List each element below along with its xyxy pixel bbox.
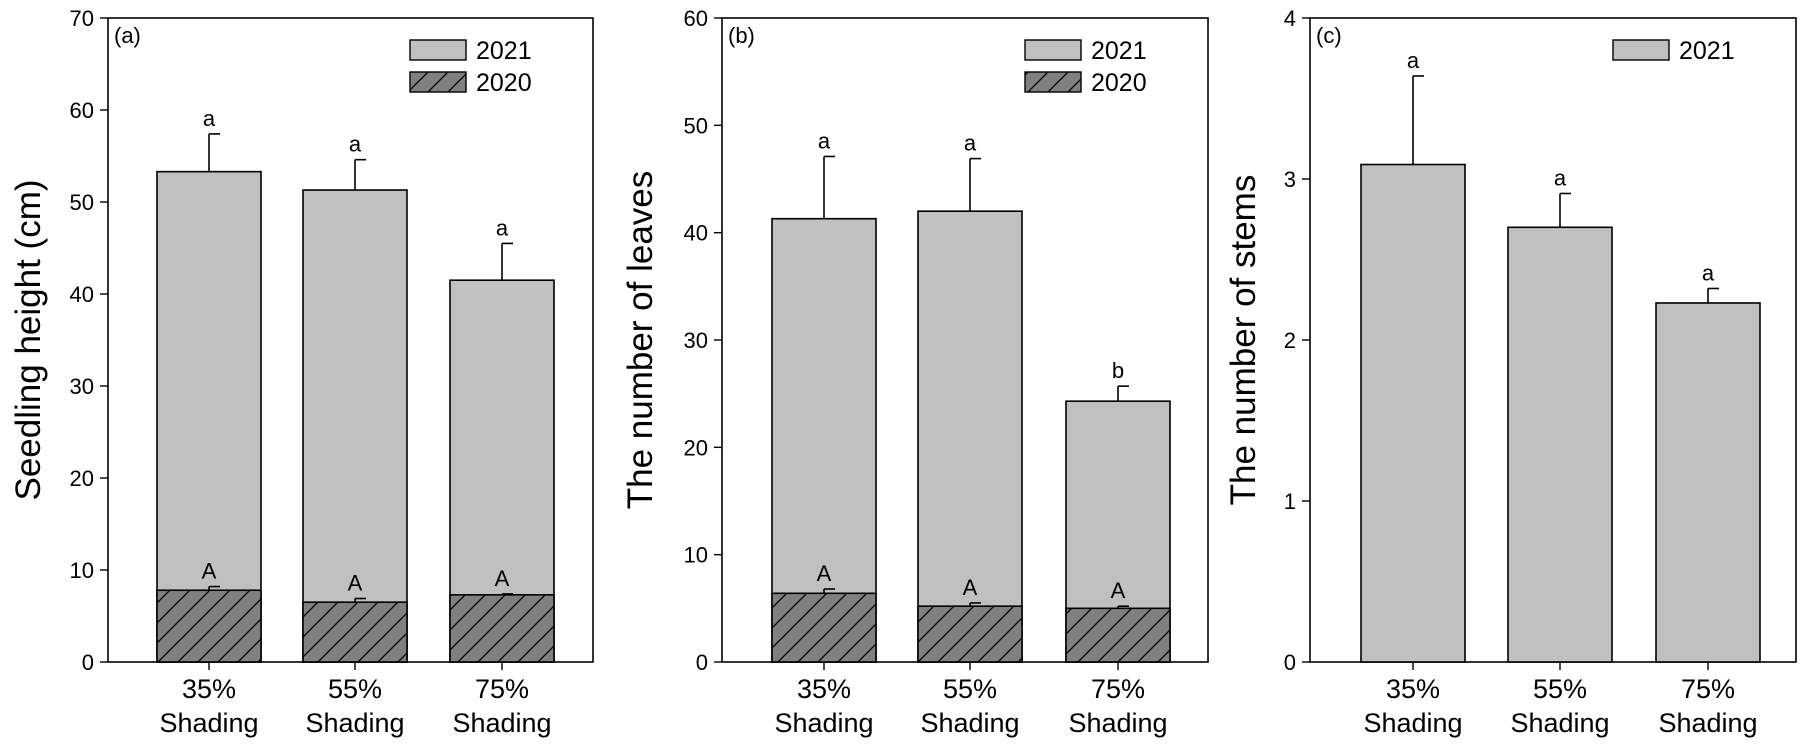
x-tick-label: Shading [1363, 708, 1462, 738]
x-tick-label: Shading [774, 708, 873, 738]
bar-2021 [1507, 226, 1613, 663]
x-tick-label: 75% [1091, 674, 1145, 704]
significance-label: A [817, 561, 832, 586]
y-tick-label: 60 [70, 98, 94, 123]
y-tick-label: 30 [70, 374, 94, 399]
significance-label: a [1702, 260, 1715, 285]
bar-2021 [302, 189, 408, 663]
y-tick-label: 10 [70, 558, 94, 583]
significance-label: a [1554, 165, 1567, 190]
significance-label: a [203, 106, 216, 131]
significance-label: A [348, 571, 363, 596]
y-tick-label: 70 [70, 6, 94, 31]
y-tick-label: 50 [684, 113, 708, 138]
legend-label-2020: 2020 [476, 69, 532, 97]
y-tick-label: 1 [1284, 489, 1296, 514]
y-tick-label: 20 [684, 435, 708, 460]
x-tick-label: Shading [1510, 708, 1609, 738]
y-tick-label: 0 [82, 650, 94, 675]
y-axis-title: The number of stems [1224, 175, 1263, 506]
y-tick-label: 40 [684, 221, 708, 246]
y-tick-label: 60 [684, 6, 708, 31]
significance-label: a [1407, 48, 1420, 73]
y-tick-label: 40 [70, 282, 94, 307]
y-axis-title: Seedling height (cm) [9, 180, 48, 501]
legend-swatch-2021 [1024, 39, 1082, 61]
legend-label-2021: 2021 [476, 37, 532, 65]
x-tick-label: Shading [1068, 708, 1167, 738]
legend-swatch-2020 [1024, 71, 1082, 93]
x-tick-label: Shading [920, 708, 1019, 738]
y-tick-label: 2 [1284, 328, 1296, 353]
significance-label: A [202, 559, 217, 584]
significance-label: A [1111, 578, 1126, 603]
significance-label: a [349, 132, 362, 157]
panel-label: (b) [728, 23, 755, 48]
significance-label: b [1112, 358, 1124, 383]
legend-label-2020: 2020 [1091, 69, 1147, 97]
y-tick-label: 0 [1284, 650, 1296, 675]
panel-label: (c) [1316, 23, 1342, 48]
significance-label: A [963, 575, 978, 600]
x-tick-label: Shading [1658, 708, 1757, 738]
bar-2020 [1065, 607, 1171, 663]
x-tick-label: Shading [305, 708, 404, 738]
x-tick-label: Shading [452, 708, 551, 738]
x-tick-label: 55% [1533, 674, 1587, 704]
x-tick-label: 75% [475, 674, 529, 704]
panel-label: (a) [114, 23, 141, 48]
y-tick-label: 4 [1284, 6, 1296, 31]
bar-2020 [302, 601, 408, 663]
significance-label: a [964, 131, 977, 156]
bar-2020 [156, 589, 262, 663]
panel-c: 0 1 2 3 4 The number of stems (c) a a a 35% Shading… [1224, 6, 1797, 738]
x-tick-label: 55% [943, 674, 997, 704]
y-tick-label: 20 [70, 466, 94, 491]
legend-label-2021: 2021 [1679, 37, 1735, 65]
x-tick-label: 55% [328, 674, 382, 704]
panel-a: 0 10 20 30 40 50 60 70 Seedling height (cm) (a) a a… [9, 6, 594, 738]
bar-2020 [917, 605, 1023, 663]
y-tick-label: 30 [684, 328, 708, 353]
bar-2021 [1655, 302, 1761, 663]
y-tick-label: 3 [1284, 167, 1296, 192]
x-tick-label: 35% [797, 674, 851, 704]
significance-label: a [496, 215, 509, 240]
y-tick-label: 50 [70, 190, 94, 215]
y-tick-label: 0 [696, 650, 708, 675]
y-axis-title: The number of leaves [621, 171, 660, 510]
legend-swatch-2021 [1612, 39, 1670, 61]
legend-swatch-2020 [409, 71, 467, 93]
bar-2021 [917, 210, 1023, 663]
x-tick-label: 35% [182, 674, 236, 704]
panel-b: 0 10 20 30 40 50 60 The number of leaves (b) a a b A… [621, 6, 1209, 738]
bar-2021 [1360, 163, 1466, 663]
x-tick-label: 35% [1386, 674, 1440, 704]
bar-2020 [771, 592, 877, 663]
significance-label: A [495, 566, 510, 591]
bar-2020 [449, 594, 555, 663]
x-tick-label: Shading [159, 708, 258, 738]
bar-2021 [771, 217, 877, 663]
x-tick-label: 75% [1681, 674, 1735, 704]
significance-label: a [818, 128, 831, 153]
legend-label-2021: 2021 [1091, 37, 1147, 65]
y-tick-label: 10 [684, 543, 708, 568]
legend-swatch-2021 [409, 39, 467, 61]
